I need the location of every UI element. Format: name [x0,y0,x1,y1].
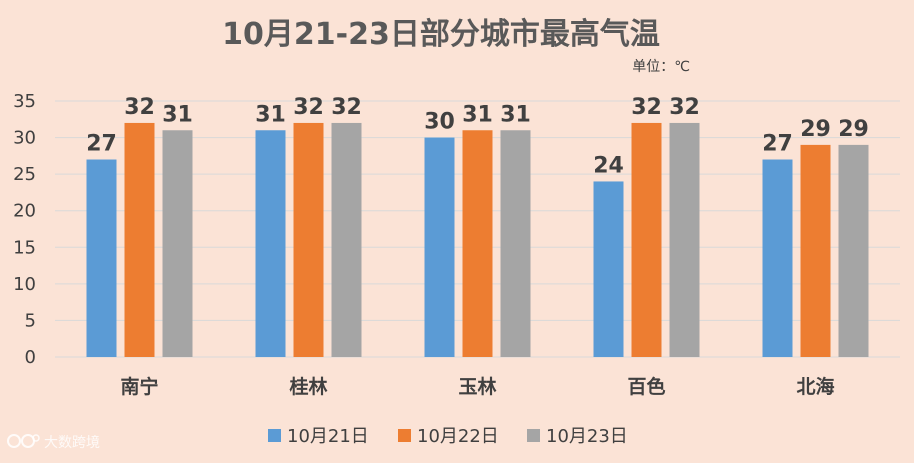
legend-label: 10月22日 [417,426,499,447]
watermark: 大数跨境 [7,434,100,451]
legend: 10月21日 10月22日 10月23日 [268,426,628,447]
data-label: 29 [838,117,869,142]
data-label: 31 [255,102,286,127]
bar [631,122,662,357]
x-axis-ticks: 南宁 桂林 玉林 百色 北海 [120,375,834,398]
y-tick-label: 25 [13,164,36,185]
data-label: 27 [86,132,117,157]
y-tick-label: 35 [13,91,36,112]
data-label: 32 [124,95,155,120]
y-tick-label: 30 [13,128,36,149]
data-label: 32 [293,95,324,120]
x-tick-label: 桂林 [288,375,327,398]
data-label: 31 [500,102,531,127]
legend-swatch [268,429,281,442]
bar [162,130,193,357]
x-tick-label: 北海 [796,375,834,398]
bar [669,122,700,357]
chart-title: 10月21-23日部分城市最高气温 [222,17,660,52]
watermark-text: 大数跨境 [44,435,100,451]
y-tick-label: 5 [25,310,36,331]
bar [462,130,493,357]
y-axis-ticks: 0 5 10 15 20 25 30 35 [13,91,36,368]
data-label: 31 [462,102,493,127]
legend-swatch [398,429,411,442]
x-tick-label: 南宁 [120,375,158,398]
bar [838,144,869,357]
legend-item: 10月21日 [268,426,369,447]
y-tick-label: 20 [13,201,36,222]
bar [593,181,624,357]
data-label: 32 [631,95,662,120]
data-label: 32 [669,95,700,120]
bar [255,130,286,357]
bar [293,122,324,357]
data-label: 30 [424,110,455,135]
unit-label: 单位：℃ [632,59,690,75]
legend-label: 10月21日 [287,426,369,447]
bar [86,159,117,357]
watermark-logo-icon [7,434,40,448]
legend-item: 10月22日 [398,426,499,447]
bar [331,122,362,357]
x-tick-label: 百色 [627,375,665,398]
y-tick-label: 0 [25,347,36,368]
y-tick-label: 10 [13,274,36,295]
data-label: 24 [593,153,624,178]
legend-label: 10月23日 [546,426,628,447]
bar [762,159,793,357]
y-tick-label: 15 [13,237,36,258]
legend-swatch [527,429,540,442]
data-label: 27 [762,132,793,157]
data-label: 32 [331,95,362,120]
x-tick-label: 玉林 [458,375,496,398]
bar [424,137,455,357]
data-label: 29 [800,117,831,142]
data-labels: 27 32 31 31 32 32 30 31 31 24 32 32 27 29 29 [86,95,869,179]
bar [124,122,155,357]
bars [86,122,869,357]
bar [800,144,831,357]
legend-item: 10月23日 [527,426,628,447]
bar [500,130,531,357]
data-label: 31 [162,102,193,127]
